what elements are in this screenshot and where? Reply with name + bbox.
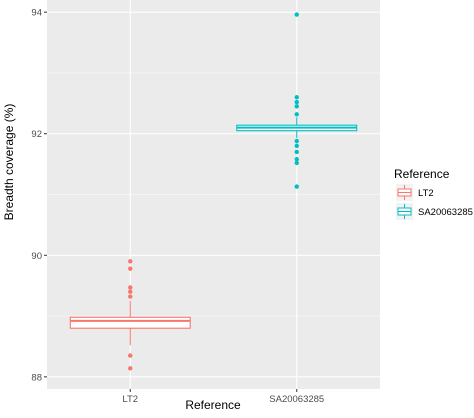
- y-tick-label: 88: [31, 372, 42, 383]
- grid-layer: [47, 0, 380, 389]
- legend-label: LT2: [418, 188, 434, 199]
- outlier-point: [294, 12, 299, 17]
- outlier-point: [128, 259, 133, 264]
- outlier-point: [128, 294, 133, 299]
- outlier-point: [294, 99, 299, 105]
- legend-item: LT2: [396, 184, 434, 201]
- outlier-point: [294, 149, 299, 155]
- box-group-lt2: [69, 259, 191, 371]
- outlier-point: [294, 160, 299, 166]
- outlier-point: [294, 104, 299, 109]
- x-tick-label: LT2: [122, 394, 138, 405]
- outlier-point: [128, 285, 133, 290]
- outlier-point: [294, 95, 299, 100]
- outlier-point: [294, 143, 299, 149]
- outlier-point: [294, 157, 299, 162]
- legend-keys: LT2 SA20063285: [396, 184, 473, 220]
- outlier-point: [294, 184, 299, 189]
- y-tick-label: 90: [31, 251, 42, 262]
- outlier-point: [128, 266, 133, 271]
- outlier-point: [128, 289, 133, 294]
- y-axis-label: Breadth coverage (%): [2, 104, 16, 221]
- outlier-point: [294, 112, 299, 117]
- box-group-sa20063285: [236, 12, 358, 189]
- y-tick-label: 94: [31, 8, 42, 19]
- x-axis-label: Reference: [185, 398, 241, 412]
- box: [69, 316, 191, 329]
- legend-title: Reference: [394, 167, 450, 181]
- outlier-point: [294, 138, 299, 144]
- outlier-point: [128, 353, 133, 358]
- y-tick-label: 92: [31, 129, 42, 140]
- box-layer: [69, 12, 358, 371]
- x-tick-label: SA20063285: [269, 394, 324, 405]
- outlier-point: [128, 366, 133, 371]
- axis-layer: 88 90 92 94 LT2 SA20063285: [31, 8, 324, 405]
- legend: Reference LT2 SA20063285: [394, 167, 473, 220]
- legend-label: SA20063285: [418, 207, 473, 218]
- legend-item: SA20063285: [396, 203, 473, 220]
